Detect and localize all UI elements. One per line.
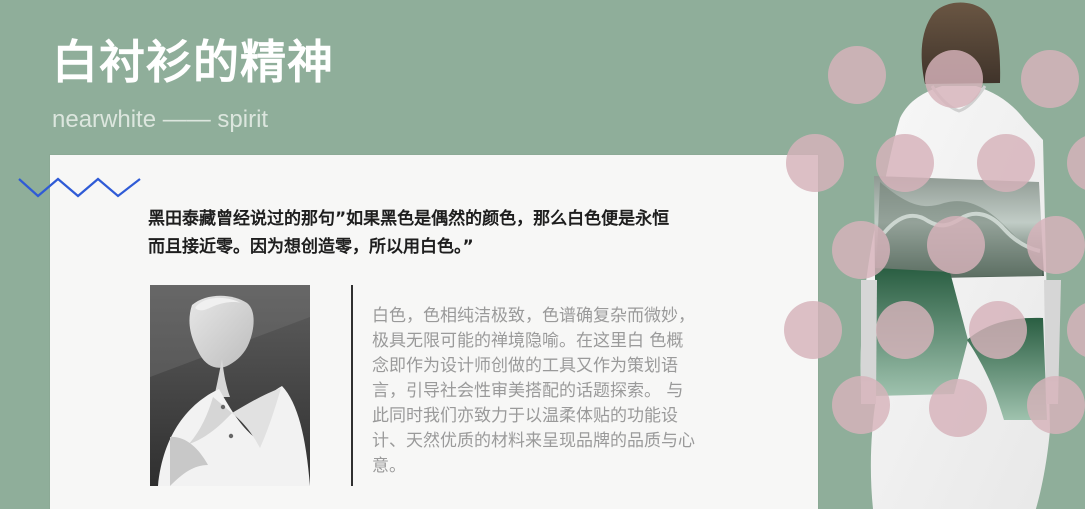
description-text: 白色，色相纯洁极致，色谱确复杂而微妙， 极具无限可能的禅境隐喻。在这里白 色概 … [372, 306, 695, 476]
model-image [818, 0, 1085, 509]
page-title: 白衬衫的精神 [52, 35, 334, 89]
portrait-image [150, 285, 310, 486]
zigzag-icon [18, 177, 141, 198]
page-subtitle: nearwhite —— spirit [52, 106, 269, 133]
quote-text: 黑田泰藏曾经说过的那句”如果黑色是偶然的颜色，那么白色便是永恒 而且接近零。因为… [148, 209, 670, 257]
divider-line [351, 285, 353, 486]
